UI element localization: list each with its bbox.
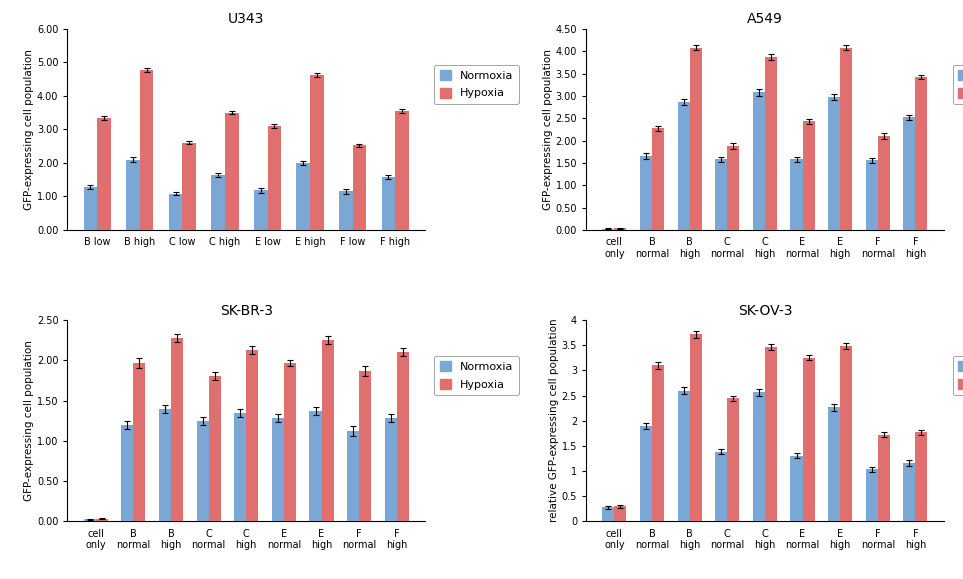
Bar [234, 413, 247, 521]
Bar [97, 118, 111, 230]
Bar [395, 111, 409, 230]
Bar [284, 363, 296, 521]
Bar [840, 346, 852, 521]
Bar [802, 358, 815, 521]
Bar [828, 407, 840, 521]
Y-axis label: GFP-expressing cell population: GFP-expressing cell population [24, 49, 34, 210]
Bar [791, 456, 802, 521]
Bar [753, 392, 765, 521]
Bar [614, 506, 626, 521]
Bar [169, 193, 182, 230]
Bar [268, 126, 281, 230]
Bar [211, 175, 225, 230]
Bar [802, 122, 815, 230]
Bar [828, 97, 840, 230]
Bar [652, 129, 664, 230]
Title: A549: A549 [747, 12, 783, 27]
Bar [903, 118, 916, 230]
Bar [878, 435, 890, 521]
Legend: Normoxia, Hypoxia: Normoxia, Hypoxia [434, 65, 519, 104]
Bar [133, 363, 145, 521]
Bar [840, 47, 852, 230]
Bar [159, 409, 171, 521]
Bar [84, 519, 95, 521]
Bar [678, 390, 690, 521]
Bar [916, 432, 927, 521]
Bar [690, 47, 702, 230]
Bar [878, 136, 890, 230]
Legend: Normoxia, Hypoxia: Normoxia, Hypoxia [434, 356, 519, 395]
Bar [397, 353, 409, 521]
Bar [272, 418, 284, 521]
Bar [903, 463, 916, 521]
Bar [182, 143, 196, 230]
Bar [866, 470, 878, 521]
Bar [716, 452, 727, 521]
Bar [171, 338, 183, 521]
Bar [716, 159, 727, 230]
Bar [727, 398, 740, 521]
Bar [309, 411, 322, 521]
Bar [690, 334, 702, 521]
Bar [602, 507, 614, 521]
Bar [225, 113, 239, 230]
Bar [678, 102, 690, 230]
Bar [614, 229, 626, 230]
Bar [866, 160, 878, 230]
Bar [254, 190, 268, 230]
Bar [916, 77, 927, 230]
Bar [310, 75, 324, 230]
Title: SK-BR-3: SK-BR-3 [220, 303, 273, 318]
Bar [247, 350, 258, 521]
Bar [359, 371, 371, 521]
Bar [297, 163, 310, 230]
Bar [652, 365, 664, 521]
Bar [727, 146, 740, 230]
Bar [381, 177, 395, 230]
Bar [640, 156, 652, 230]
Bar [95, 519, 108, 521]
Bar [753, 92, 765, 230]
Bar [126, 160, 140, 230]
Bar [765, 57, 777, 230]
Legend: Normoxia, Hypoxia: Normoxia, Hypoxia [952, 65, 963, 104]
Bar [121, 424, 133, 521]
Bar [322, 340, 333, 521]
Bar [791, 159, 802, 230]
Bar [765, 347, 777, 521]
Bar [640, 426, 652, 521]
Bar [347, 431, 359, 521]
Title: SK-OV-3: SK-OV-3 [738, 303, 793, 318]
Bar [209, 376, 221, 521]
Bar [84, 187, 97, 230]
Y-axis label: GFP-expressing cell population: GFP-expressing cell population [24, 340, 34, 501]
Bar [140, 70, 153, 230]
Bar [352, 145, 366, 230]
Legend: Normoxia, Hypoxia: Normoxia, Hypoxia [952, 356, 963, 395]
Title: U343: U343 [228, 12, 265, 27]
Bar [196, 421, 209, 521]
Y-axis label: GFP-expressing cell population: GFP-expressing cell population [542, 49, 553, 210]
Y-axis label: relative GFP-expressing cell population: relative GFP-expressing cell population [549, 319, 559, 522]
Bar [339, 191, 352, 230]
Bar [385, 418, 397, 521]
Bar [602, 229, 614, 230]
